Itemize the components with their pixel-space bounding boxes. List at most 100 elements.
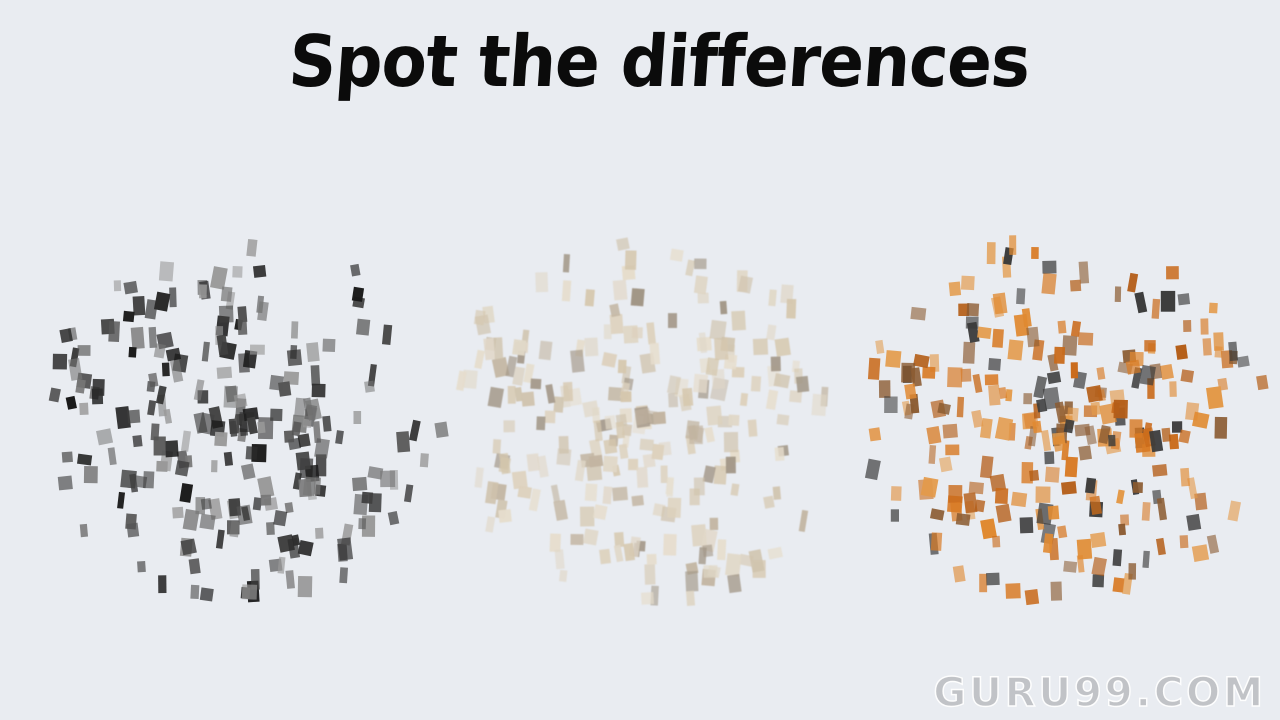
beige-tile [705, 357, 720, 376]
black-tile [125, 513, 137, 530]
orange-tile [1007, 339, 1024, 361]
black-tile [57, 475, 73, 491]
beige-tile [780, 284, 794, 304]
black-tile [351, 286, 365, 302]
black-tile [174, 460, 190, 477]
beige-tile [750, 375, 762, 392]
beige-tile [709, 517, 719, 531]
beige-tile [455, 370, 467, 392]
orange-tile [1050, 581, 1063, 601]
black-tile [137, 560, 146, 573]
black-tile [115, 406, 131, 430]
black-tile [367, 363, 377, 387]
black-tile [169, 359, 184, 383]
black-tile [337, 537, 354, 561]
beige-tile [620, 391, 632, 403]
black-tile [237, 318, 248, 336]
orange-tile [947, 367, 963, 388]
black-tile [164, 440, 179, 458]
beige-tile [663, 533, 677, 556]
beige-tile [636, 466, 649, 488]
beige-tile [737, 275, 754, 294]
orange-tile [1032, 420, 1042, 434]
beige-tile [530, 378, 542, 390]
black-tile [287, 537, 301, 559]
orange-tile [1118, 523, 1127, 536]
beige-tile [473, 309, 486, 326]
orange-tile [1044, 466, 1060, 483]
beige-tile [702, 544, 714, 558]
beige-tile [528, 488, 541, 512]
beige-tile [570, 534, 584, 545]
orange-tile [1187, 477, 1198, 500]
orange-tile [1191, 411, 1210, 429]
orange-tile [1166, 266, 1179, 280]
beige-tile [739, 392, 749, 407]
beige-tile [723, 432, 739, 453]
black-tile [273, 510, 288, 527]
orange-tile [1086, 384, 1103, 403]
orange-tile [1236, 355, 1250, 368]
black-tile [188, 558, 201, 575]
orange-tile [910, 306, 927, 321]
beige-tile [685, 420, 700, 440]
beige-tile [685, 590, 696, 606]
orange-tile [979, 573, 988, 593]
black-tile [313, 477, 321, 495]
beige-tile [776, 414, 790, 426]
beige-tile [517, 485, 533, 499]
beige-tile [584, 289, 595, 307]
beige-tile [717, 539, 727, 561]
beige-tile [582, 400, 600, 418]
orange-tile [1149, 429, 1164, 453]
black-tile [367, 466, 384, 480]
orange-tile [980, 518, 997, 540]
orange-tile [904, 403, 915, 420]
orange-tile [1120, 514, 1130, 526]
orange-tile [945, 444, 960, 456]
beige-tile [786, 298, 797, 319]
beige-tile [512, 366, 526, 386]
beige-tile [631, 495, 645, 507]
orange-tile [1152, 463, 1168, 477]
beige-tile [582, 528, 599, 546]
black-tile [68, 357, 83, 381]
beige-tile [498, 509, 512, 523]
black-tile [298, 478, 312, 498]
orange-tile [977, 326, 992, 340]
orange-tile [956, 396, 965, 418]
black-tile [215, 529, 225, 549]
beige-tile [703, 565, 718, 578]
orange-tile [938, 456, 953, 473]
beige-tile-cluster [430, 210, 860, 610]
orange-tile [1183, 320, 1192, 332]
black-tile [150, 423, 160, 441]
black-tile [314, 438, 330, 459]
black-tile [201, 341, 210, 362]
black-tile [208, 498, 223, 520]
beige-tile [765, 389, 779, 411]
orange-tile [1057, 320, 1067, 334]
black-tile [199, 284, 207, 299]
beige-tile [558, 569, 568, 582]
beige-tile [685, 570, 699, 592]
black-tile [144, 299, 159, 320]
black-tile [237, 306, 248, 323]
beige-tile [603, 438, 618, 455]
black-tile [128, 346, 137, 358]
black-tile [96, 428, 114, 446]
beige-tile [713, 465, 727, 485]
beige-tile [773, 373, 791, 389]
beige-tile [579, 506, 595, 527]
black-tile [117, 491, 126, 509]
beige-tile [798, 509, 809, 532]
orange-tile [1171, 421, 1183, 433]
orange-tile [1156, 497, 1168, 521]
orange-tile [1052, 435, 1067, 452]
beige-tile [646, 553, 657, 565]
black-tile [218, 305, 234, 323]
beige-tile [609, 313, 624, 335]
orange-tile [1091, 556, 1107, 577]
orange-tile [994, 416, 1014, 441]
